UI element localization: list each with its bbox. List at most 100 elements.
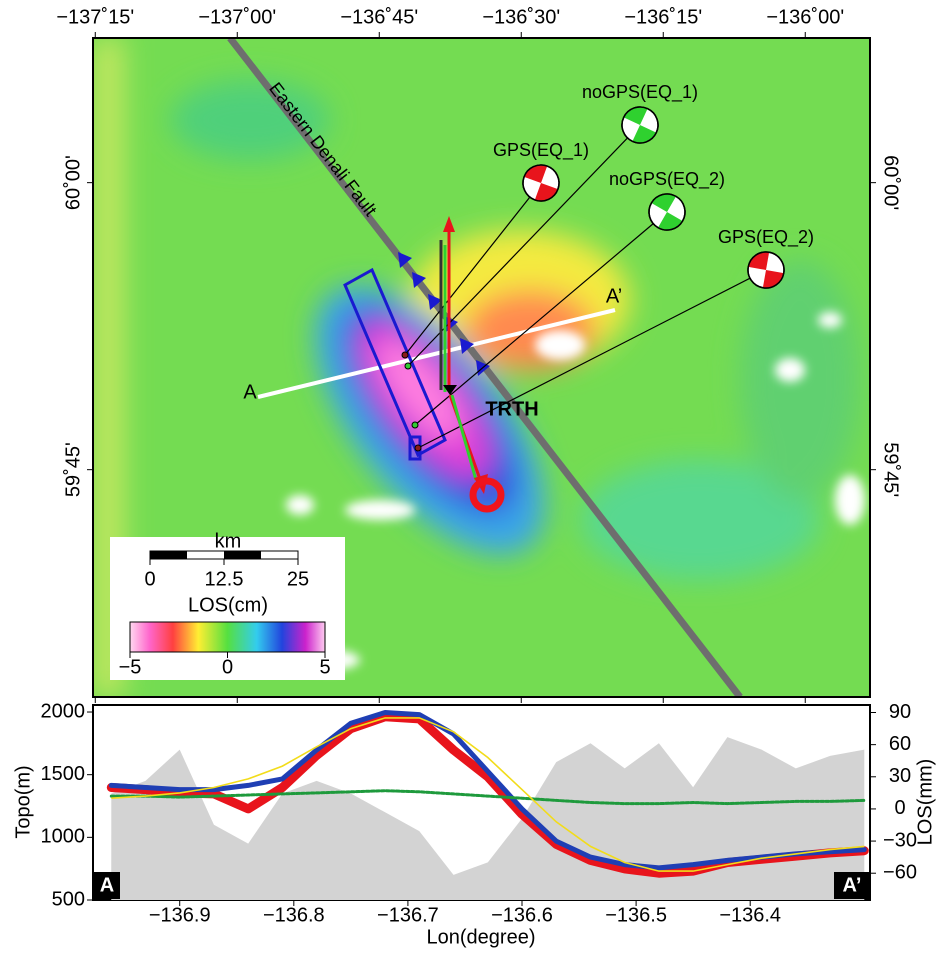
focal-mechanism — [522, 164, 560, 202]
tooth — [412, 272, 426, 288]
colorbar-title: LOS(cm) — [188, 594, 268, 616]
colorbar-tick-label: 0 — [222, 656, 233, 678]
los-observation — [109, 789, 866, 806]
y2-tick-label: −60 — [883, 861, 917, 883]
epicenter — [414, 444, 422, 452]
snow-patch — [835, 475, 865, 525]
y-tick-label: 1500 — [41, 763, 86, 785]
beachball-quadrant — [632, 125, 657, 143]
y-tick-label: 1000 — [41, 826, 86, 848]
tooth — [428, 294, 442, 310]
plot-area — [106, 710, 869, 900]
patch — [170, 80, 330, 160]
epicenter — [411, 421, 419, 429]
scale-tick-label: 0 — [144, 568, 155, 590]
corner-box — [834, 872, 869, 899]
beachball-outline — [522, 164, 560, 202]
scale-segment — [224, 551, 261, 559]
link — [414, 211, 668, 426]
los-model — [111, 717, 865, 872]
station-label: TRTH — [485, 398, 538, 420]
profile-end: A’ — [606, 285, 622, 307]
error-ellipse — [469, 477, 505, 513]
x-tick-label: −136.4 — [719, 904, 781, 926]
mechanism-label: GPS(EQ_2) — [718, 227, 814, 248]
lat-tick-label: 60˚00' — [62, 155, 84, 210]
y2-tick-label: 30 — [889, 765, 911, 787]
lobe — [379, 340, 461, 440]
snow-patch — [535, 330, 585, 360]
x-tick-label: −136.5 — [605, 904, 667, 926]
epicenter — [404, 362, 412, 370]
x-axis-label: Lon(degree) — [427, 926, 536, 948]
y2-tick-label: −30 — [883, 829, 917, 851]
lon-tick-label: −137˚15' — [56, 6, 134, 28]
link — [404, 182, 542, 356]
y2-tick-label: 0 — [894, 797, 905, 819]
x-tick-label: −136.7 — [377, 904, 439, 926]
mechanism-label: noGPS(EQ_2) — [609, 169, 725, 190]
snow-patch — [775, 358, 805, 382]
y2-tick-label: 90 — [889, 701, 911, 723]
snow-patch — [818, 312, 842, 328]
gps-vectors — [439, 216, 488, 494]
tooth — [398, 252, 412, 268]
y2-tick-label: 60 — [889, 733, 911, 755]
corner-label: A’ — [843, 874, 862, 896]
beachball-outline — [747, 251, 785, 289]
patch — [740, 260, 860, 500]
corner-box — [94, 872, 120, 899]
beachball-quadrant — [762, 270, 784, 288]
scale-tick-label: 25 — [287, 568, 309, 590]
x-tick-label: −136.6 — [491, 904, 553, 926]
x-tick-label: −136.8 — [263, 904, 325, 926]
scale-title: km — [215, 530, 242, 552]
focal-mechanism — [648, 193, 686, 231]
y-axis-label: Topo(m) — [12, 765, 34, 838]
profile-line — [257, 308, 616, 399]
beachball-quadrant — [651, 194, 676, 212]
colorbar-tick-label: −5 — [119, 656, 142, 678]
profile-start: A — [243, 381, 257, 403]
mechanism-links — [404, 124, 767, 449]
link — [407, 124, 641, 367]
lon-tick-label: −136˚45' — [340, 6, 418, 28]
lon-tick-label: −136˚30' — [482, 6, 560, 28]
y-tick-label: 500 — [52, 888, 85, 910]
lon-tick-label: −136˚15' — [624, 6, 702, 28]
focal-mechanism — [621, 106, 659, 144]
mechanism-label: GPS(EQ_1) — [493, 140, 589, 161]
vector-horizontal — [450, 394, 478, 481]
lat-tick-label: 59˚45' — [62, 442, 84, 497]
station-marker — [443, 385, 457, 395]
tooth — [460, 338, 474, 354]
link — [417, 269, 767, 449]
lat-tick-label: 59˚45' — [880, 442, 902, 497]
epicenter — [401, 351, 409, 359]
beachball-quadrant — [623, 107, 648, 125]
los-observation — [108, 710, 867, 871]
focal-mechanism — [747, 251, 785, 289]
beachball-outline — [621, 106, 659, 144]
corner-label: A — [100, 874, 114, 896]
lon-tick-label: −136˚00' — [766, 6, 844, 28]
snow-patch — [286, 495, 314, 515]
patch — [580, 460, 820, 580]
y-tick-label: 2000 — [41, 700, 86, 722]
topography — [111, 737, 865, 900]
map-frame — [92, 37, 871, 698]
mechanism-label: noGPS(EQ_1) — [582, 82, 698, 103]
lon-tick-label: −137˚00' — [198, 6, 276, 28]
beachball-outline — [648, 193, 686, 231]
beachball-quadrant — [658, 212, 683, 230]
y2-axis-label: LOS(mm) — [914, 759, 936, 846]
colorbar — [129, 621, 326, 653]
x-tick-label: −136.9 — [149, 904, 211, 926]
lat-tick-label: 60˚00' — [880, 155, 902, 210]
snow-patch — [345, 500, 415, 520]
arrowhead — [443, 216, 455, 232]
scale-tick-label: 12.5 — [205, 568, 244, 590]
colorbar-tick-label: 5 — [319, 656, 330, 678]
